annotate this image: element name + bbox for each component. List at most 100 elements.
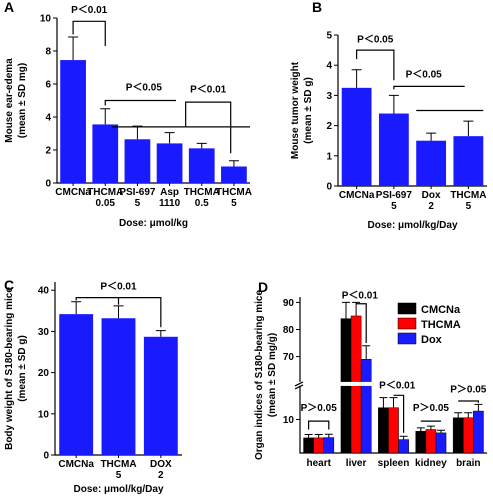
significance-bracket — [458, 400, 479, 403]
error-bar — [304, 434, 313, 438]
y-tick-label: 2 — [45, 146, 51, 157]
significance-label: P＜0.01 — [100, 280, 137, 292]
error-bar — [164, 132, 175, 144]
x-tick-label: Asp — [160, 187, 179, 198]
significance-label: P＜0.05 — [357, 34, 394, 46]
error-bar — [464, 412, 473, 418]
x-tick-label: PSI-697 — [376, 190, 413, 201]
axis-break — [294, 381, 487, 386]
bar — [143, 336, 178, 455]
significance-bracket — [104, 99, 177, 106]
significance-bracket — [393, 394, 405, 433]
significance-label: P＞0.05 — [301, 402, 338, 414]
significance-label: P＜0.01 — [190, 83, 227, 95]
error-bar — [228, 160, 239, 167]
x-tick-label: 2 — [158, 470, 164, 481]
y-tick-label: 80 — [283, 325, 295, 336]
bar — [378, 407, 389, 454]
error-bar — [474, 403, 483, 412]
bar — [59, 314, 94, 455]
y-axis-label: (mean ± SD g) — [17, 335, 28, 402]
legend-label: THCMA — [421, 319, 461, 331]
y-tick-label: 30 — [38, 327, 50, 338]
error-bar — [436, 429, 445, 433]
bar — [415, 430, 427, 454]
x-tick-label: 5 — [391, 201, 397, 212]
y-axis-label: Mouse ear-edema — [4, 58, 15, 143]
significance-bracket — [308, 420, 330, 430]
x-tick-label: 0.5 — [195, 198, 209, 209]
significance-bracket — [75, 297, 162, 328]
legend-label: Dox — [421, 334, 443, 346]
panel-letter: D — [258, 279, 268, 295]
y-tick-label: 0 — [45, 179, 51, 190]
error-bar — [100, 108, 111, 125]
x-tick-label: CMCNa — [55, 187, 91, 198]
error-bar — [351, 69, 362, 88]
x-tick-label: spleen — [378, 458, 410, 469]
significance-bracket — [356, 303, 367, 344]
x-tick-label: Dox — [422, 190, 441, 201]
error-bar — [388, 94, 399, 114]
x-axis-label: Dose: μmol/kg/Day — [367, 220, 457, 231]
y-tick-label: 40 — [38, 286, 50, 297]
x-axis-label: Dose: μmol/kg — [119, 218, 188, 229]
y-tick-label: 8 — [45, 47, 51, 58]
y-tick-label: 10 — [283, 415, 295, 426]
error-bar — [362, 345, 371, 360]
x-tick-label: THCMA — [184, 187, 220, 198]
error-bar — [426, 425, 435, 430]
x-tick-label: liver — [346, 458, 367, 469]
legend-label: CMCNa — [421, 304, 461, 316]
significance-bracket — [72, 20, 106, 47]
error-bar — [196, 142, 207, 149]
y-tick-label: 10 — [38, 409, 50, 420]
significance-label: P＜0.05 — [126, 82, 163, 94]
x-tick-label: PSI-697 — [119, 187, 156, 198]
x-tick-label: 0.05 — [96, 198, 116, 209]
y-axis-label: (mean ± SD mg/g) — [267, 333, 278, 417]
y-tick-label: 6 — [45, 80, 51, 91]
error-bar — [379, 397, 388, 408]
legend-swatch — [397, 302, 417, 315]
significance-label: P＜0.05 — [406, 68, 443, 80]
bar — [303, 437, 314, 454]
significance-bracket — [356, 49, 395, 81]
x-tick-label: 5 — [135, 198, 141, 209]
bar — [398, 439, 409, 454]
error-bar — [324, 433, 333, 438]
bar — [388, 407, 399, 454]
bar — [473, 410, 484, 454]
bar — [101, 318, 136, 455]
x-tick-label: 5 — [231, 198, 237, 209]
error-bar — [352, 301, 361, 316]
legend-swatch — [397, 317, 417, 330]
x-tick-label: 2 — [428, 201, 434, 212]
panel-letter: B — [312, 0, 322, 15]
y-axis-label: (mean ± SD g) — [303, 77, 314, 144]
y-tick-label: 90 — [283, 298, 295, 309]
error-bar — [155, 330, 166, 337]
error-bar — [454, 412, 463, 418]
x-tick-label: THCMA — [450, 190, 486, 201]
bar — [313, 437, 324, 454]
y-tick-label: 0 — [326, 182, 332, 193]
y-axis-label: Mouse tumor weight — [290, 61, 301, 159]
bar — [92, 124, 119, 183]
x-tick-label: DOX — [150, 459, 172, 470]
error-bar — [463, 120, 474, 137]
bar — [124, 139, 151, 183]
x-tick-label: kidney — [415, 458, 447, 469]
bar — [341, 87, 372, 186]
bar — [156, 143, 183, 183]
x-tick-label: THCMA — [216, 187, 252, 198]
x-tick-label: CMCNa — [58, 459, 94, 470]
error-bar — [113, 305, 124, 319]
x-tick-label: 1110 — [159, 198, 181, 209]
significance-label: P＜0.01 — [379, 379, 416, 391]
bar — [360, 359, 372, 454]
x-tick-label: 5 — [466, 201, 472, 212]
bar — [60, 60, 86, 184]
x-tick-label: THCMA — [100, 459, 136, 470]
